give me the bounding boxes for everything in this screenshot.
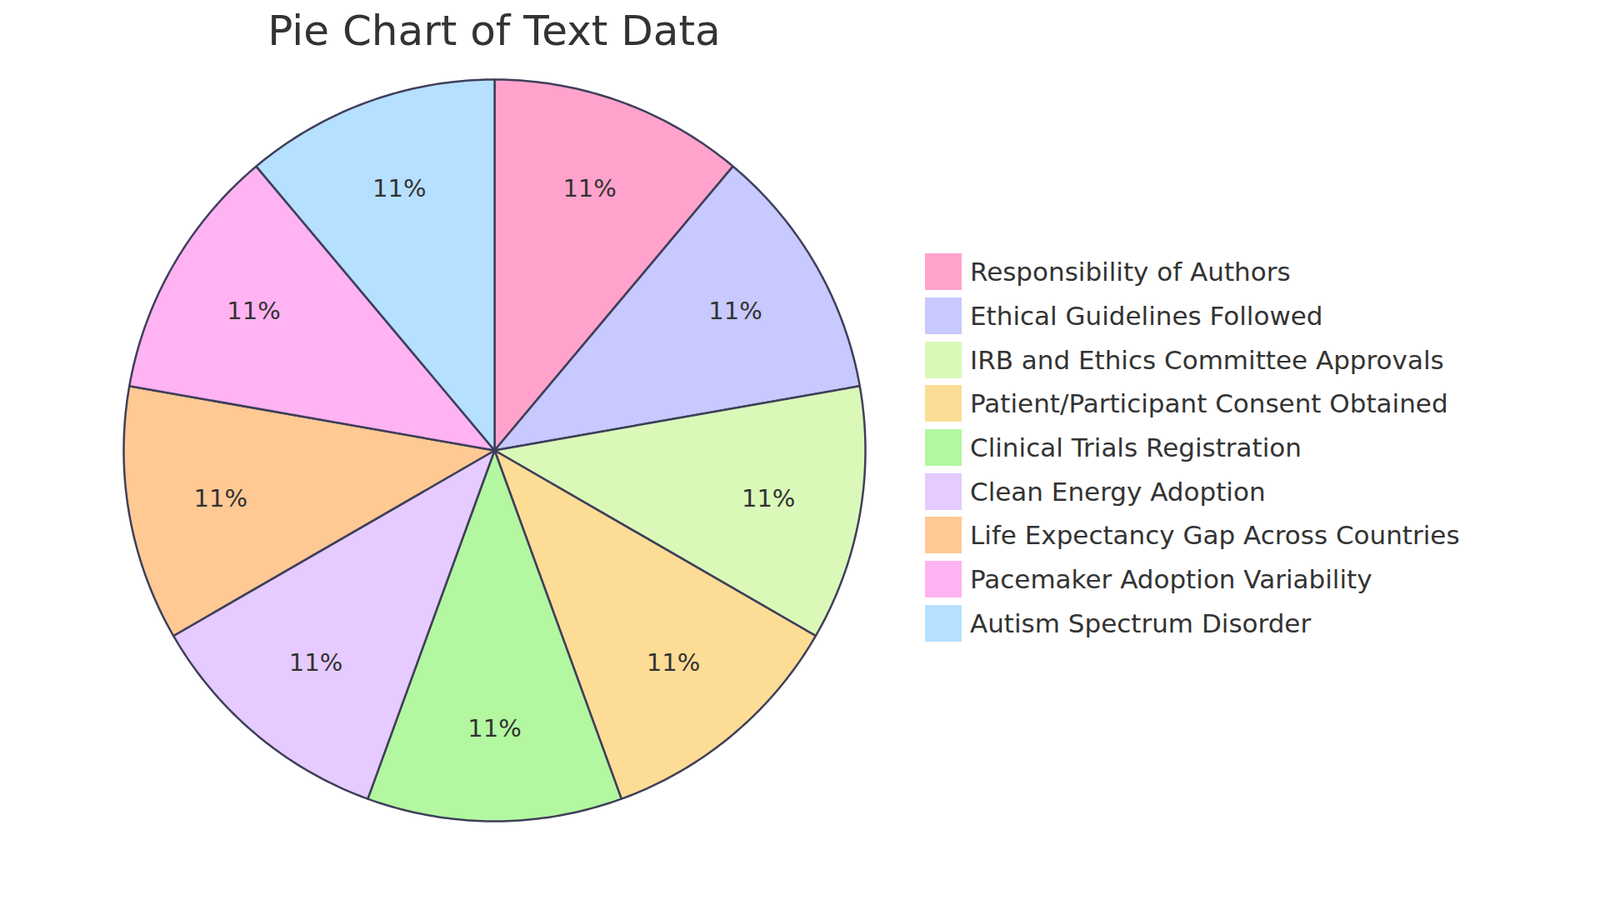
html-text:Ethical Guidelines Followed: Ethical Guidelines Followed xyxy=(970,300,1323,331)
html-text:Clean Energy Adoption: Clean Energy Adoption xyxy=(970,476,1266,507)
svg-text:11%: 11% xyxy=(372,174,426,203)
html-text:Pie Chart of Text Data: Pie Chart of Text Data xyxy=(267,6,721,55)
svg-text:11%: 11% xyxy=(226,296,280,325)
html-text:Autism Spectrum Disorder: Autism Spectrum Disorder xyxy=(970,608,1311,639)
html-text:Responsibility of Authors: Responsibility of Authors xyxy=(970,256,1291,287)
html-text:IRB and Ethics Committee Appro: IRB and Ethics Committee Approvals xyxy=(970,344,1444,375)
html-text:Clinical Trials Registration: Clinical Trials Registration xyxy=(970,432,1302,463)
svg-text:11%: 11% xyxy=(562,174,616,203)
html-text:Patient/Participant Consent Ob: Patient/Participant Consent Obtained xyxy=(970,388,1448,419)
svg-text:11%: 11% xyxy=(289,648,343,677)
html-text:Life Expectancy Gap Across Cou: Life Expectancy Gap Across Countries xyxy=(970,520,1460,551)
svg-text:11%: 11% xyxy=(741,484,795,513)
svg-text:11%: 11% xyxy=(194,484,248,513)
html-text:Pacemaker Adoption Variability: Pacemaker Adoption Variability xyxy=(970,564,1373,595)
svg-text:11%: 11% xyxy=(646,648,700,677)
svg-text:11%: 11% xyxy=(708,296,762,325)
svg-text:11%: 11% xyxy=(467,714,521,743)
